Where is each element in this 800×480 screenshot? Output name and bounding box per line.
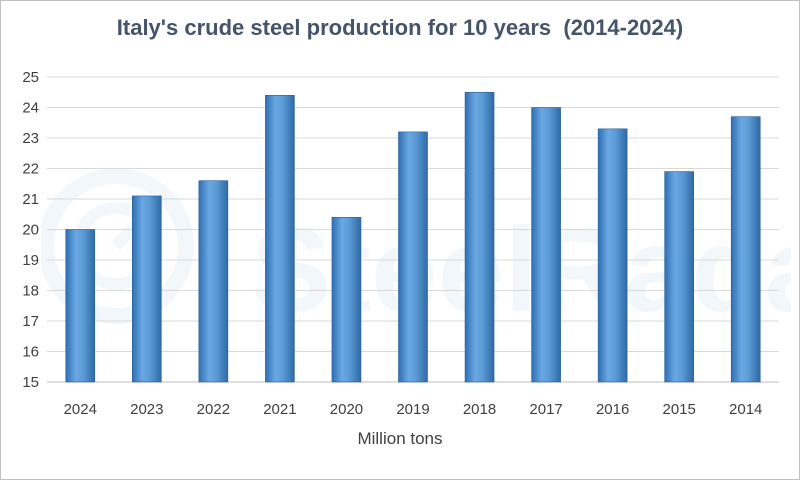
- x-tick-label: 2022: [197, 401, 230, 418]
- bar-2015: [664, 171, 694, 383]
- y-tick-label: 18: [22, 283, 39, 300]
- y-tick-label: 20: [22, 222, 39, 239]
- x-axis-ticks: 2024 2023 2022 2021 2020 2019 2018 2017 2016 2015…: [64, 401, 763, 418]
- y-tick-label: 21: [22, 191, 39, 208]
- x-tick-label: 2021: [263, 401, 296, 418]
- x-tick-label: 2018: [463, 401, 496, 418]
- bars: [65, 91, 761, 383]
- bar-2016: [597, 128, 628, 383]
- y-tick-label: 17: [22, 313, 39, 330]
- x-tick-label: 2016: [596, 401, 629, 418]
- bar-2024: [65, 229, 96, 383]
- bar-2023: [132, 195, 162, 383]
- y-axis-ticks: 15 16 17 18 19 20 21 22 23 24 25: [22, 69, 39, 391]
- x-tick-label: 2020: [330, 401, 363, 418]
- y-tick-label: 16: [22, 344, 39, 361]
- bar-2019: [398, 131, 428, 383]
- x-tick-label: 2019: [396, 401, 429, 418]
- y-tick-label: 15: [22, 374, 39, 391]
- y-tick-label: 24: [22, 100, 39, 117]
- bar-2014: [730, 116, 761, 383]
- bar-2018: [464, 91, 495, 383]
- x-tick-label: 2017: [529, 401, 562, 418]
- y-tick-label: 19: [22, 252, 39, 269]
- bar-2021: [265, 95, 295, 383]
- bar-2022: [198, 180, 229, 383]
- y-tick-label: 25: [22, 69, 39, 86]
- x-axis-title: Million tons: [357, 429, 443, 448]
- x-tick-label: 2024: [64, 401, 97, 418]
- x-tick-label: 2015: [662, 401, 695, 418]
- y-tick-label: 23: [22, 130, 39, 147]
- chart-title: Italy's crude steel production for 10 ye…: [116, 15, 684, 40]
- bar-2017: [531, 107, 561, 383]
- x-tick-label: 2014: [729, 401, 762, 418]
- y-tick-label: 22: [22, 161, 39, 178]
- bar-2020: [331, 217, 362, 383]
- x-tick-label: 2023: [130, 401, 163, 418]
